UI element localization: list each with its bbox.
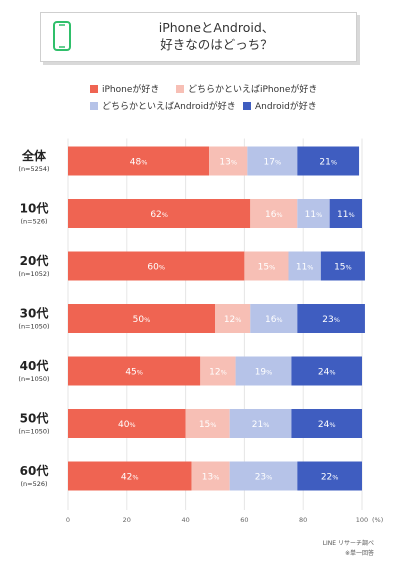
data-label: 42% — [121, 473, 139, 483]
data-label: 50% — [133, 315, 151, 325]
legend-item-lean-iphone: どちらかといえばiPhoneが好き — [176, 82, 317, 95]
bar-segment — [297, 199, 330, 228]
legend-swatch — [90, 84, 98, 93]
data-label: 15% — [199, 420, 217, 430]
bar-segment — [68, 409, 186, 438]
data-label: 21% — [319, 158, 337, 168]
legend-swatch — [176, 84, 184, 93]
sample-size-label: (n=1052) — [18, 270, 49, 278]
legend-swatch — [90, 101, 98, 110]
legend-item-lean-android: どちらかといえばAndroidが好き — [90, 99, 236, 112]
stacked-bar-chart: 48% 13% 17% 21% 全体 (n=5254) 62% 16% 11% 11% 10代 (n=… — [18, 138, 383, 524]
data-label: 15% — [258, 263, 276, 273]
sample-size-label: (n=5254) — [18, 165, 49, 173]
bar-segment — [68, 304, 215, 333]
data-label: 23% — [255, 473, 273, 483]
bar-segment — [250, 199, 298, 228]
bar-segment — [244, 251, 289, 281]
data-label: 45% — [125, 368, 143, 378]
data-label: 24% — [318, 420, 336, 430]
bar-segment — [250, 304, 298, 333]
bar-segment — [68, 251, 245, 281]
data-label: 19% — [255, 368, 273, 378]
bar-segment — [297, 461, 362, 491]
footnote-note: ※単一回答 — [344, 550, 374, 557]
data-label: 17% — [264, 158, 282, 168]
category-label: 全体 — [21, 148, 47, 163]
x-tick-label: 20 — [123, 516, 131, 524]
bar-segment — [200, 356, 236, 386]
bar-segment — [229, 409, 292, 438]
bar-segment — [329, 199, 362, 228]
data-label: 11% — [296, 263, 314, 273]
sample-size-label: (n=1050) — [18, 375, 49, 383]
x-tick-label: 60 — [240, 516, 248, 524]
sample-size-label: (n=1050) — [18, 428, 49, 436]
category-label: 10代 — [20, 201, 49, 216]
chart-title-line1: iPhoneとAndroid、 — [158, 20, 275, 35]
category-label: 60代 — [20, 463, 49, 478]
legend-item-iphone: iPhoneが好き — [90, 82, 159, 95]
bar-segment — [291, 356, 362, 386]
x-tick-label: 80 — [299, 516, 307, 524]
x-tick-label: 40 — [181, 516, 189, 524]
legend-label: どちらかといえばAndroidが好き — [102, 102, 236, 112]
legend-swatch — [243, 101, 251, 110]
bar-segment — [297, 304, 365, 333]
data-label: 22% — [321, 473, 339, 483]
bar-segment — [209, 146, 248, 176]
data-label: 21% — [252, 420, 270, 430]
data-label: 12% — [209, 368, 227, 378]
legend-label: どちらかといえばiPhoneが好き — [188, 85, 318, 95]
bar-segment — [297, 146, 360, 176]
data-label: 12% — [224, 315, 242, 325]
data-label: 24% — [318, 368, 336, 378]
bar-segment — [68, 356, 201, 386]
bar-segment — [215, 304, 251, 333]
data-label: 13% — [219, 158, 237, 168]
data-label: 16% — [265, 315, 283, 325]
x-axis-unit: (%) — [372, 516, 383, 524]
sample-size-label: (n=1050) — [18, 323, 49, 331]
bar-segment — [185, 409, 230, 438]
bar-segment — [247, 146, 298, 176]
data-label: 48% — [130, 158, 148, 168]
bar-segment — [320, 251, 365, 281]
bar-segment — [68, 461, 192, 491]
smartphone-icon — [53, 21, 71, 51]
legend-label: Androidが好き — [255, 102, 317, 112]
data-label: 16% — [265, 210, 283, 220]
data-label: 40% — [118, 420, 136, 430]
bar-segment — [191, 461, 230, 491]
data-label: 23% — [322, 315, 340, 325]
bar-segment — [235, 356, 292, 386]
chart-title: iPhoneとAndroid、 好きなのはどっち？ — [85, 19, 348, 53]
category-label: 20代 — [20, 253, 49, 268]
sample-size-label: (n=526) — [20, 218, 47, 226]
data-label: 60% — [147, 263, 165, 273]
bar-segment — [68, 199, 251, 228]
legend-label: iPhoneが好き — [102, 85, 160, 95]
data-label: 62% — [150, 210, 168, 220]
category-label: 50代 — [20, 411, 49, 426]
data-label: 13% — [202, 473, 220, 483]
data-label: 11% — [305, 210, 323, 220]
x-tick-label: 0 — [66, 516, 70, 524]
title-box: iPhoneとAndroid、 好きなのはどっち？ — [40, 12, 357, 62]
bar-segment — [288, 251, 321, 281]
bar-segment — [291, 409, 362, 438]
sample-size-label: (n=526) — [20, 480, 47, 488]
bar-segment — [68, 146, 210, 176]
data-label: 11% — [337, 210, 355, 220]
category-label: 30代 — [20, 306, 49, 321]
data-label: 15% — [334, 263, 352, 273]
chart-title-line2: 好きなのはどっち？ — [160, 37, 273, 52]
legend-item-android: Androidが好き — [243, 99, 317, 112]
category-label: 40代 — [20, 358, 49, 373]
x-tick-label: 100 — [356, 516, 368, 524]
footnote-source: LINE リサーチ調べ — [322, 540, 374, 547]
bar-segment — [229, 461, 298, 491]
